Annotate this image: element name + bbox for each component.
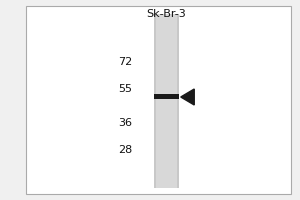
Text: 72: 72 — [118, 57, 132, 67]
Text: 28: 28 — [118, 145, 132, 155]
Bar — [154, 94, 179, 99]
Text: Sk-Br-3: Sk-Br-3 — [147, 9, 186, 19]
Bar — [26, 6, 291, 194]
Text: 36: 36 — [118, 118, 132, 128]
Bar — [154, 14, 179, 188]
Bar — [156, 14, 177, 188]
Text: 55: 55 — [118, 84, 132, 94]
Polygon shape — [181, 89, 194, 105]
